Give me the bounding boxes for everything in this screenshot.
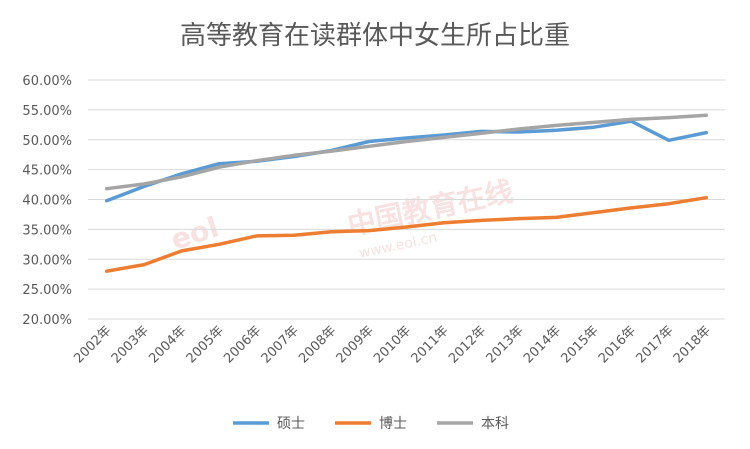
y-tick-label: 40.00% — [22, 194, 72, 209]
x-tick-label: 2013年 — [484, 323, 527, 366]
y-tick-label: 55.00% — [22, 104, 72, 119]
series-line — [104, 119, 709, 203]
legend-label: 博士 — [379, 415, 407, 432]
watermark: eol 中国教育在线 www.eol.cn — [167, 175, 516, 262]
y-tick-label: 20.00% — [22, 313, 72, 328]
x-tick-label: 2004年 — [146, 323, 189, 366]
x-axis-ticks: 2002年2003年2004年2005年2006年2007年2008年2009年… — [71, 323, 714, 366]
y-tick-label: 60.00% — [22, 74, 72, 89]
series-lines — [104, 113, 709, 273]
x-tick-label: 2014年 — [521, 323, 564, 366]
chart-title: 高等教育在读群体中女生所占比重 — [180, 21, 570, 51]
x-tick-label: 2003年 — [109, 323, 152, 366]
x-tick-label: 2018年 — [671, 323, 714, 366]
legend: 硕士 博士 本科 — [233, 415, 509, 432]
x-tick-label: 2005年 — [184, 323, 227, 366]
y-tick-label: 50.00% — [22, 134, 72, 149]
x-tick-label: 2016年 — [596, 323, 639, 366]
y-tick-label: 30.00% — [22, 253, 72, 268]
legend-label: 本科 — [481, 416, 509, 432]
y-tick-label: 25.00% — [22, 283, 72, 298]
x-tick-label: 2017年 — [633, 323, 676, 366]
x-tick-label: 2011年 — [409, 323, 452, 366]
x-tick-label: 2006年 — [221, 323, 264, 366]
x-tick-label: 2002年 — [71, 323, 114, 366]
x-tick-label: 2012年 — [446, 323, 489, 366]
x-tick-label: 2015年 — [558, 323, 601, 366]
y-axis-ticks: 20.00% 25.00% 30.00% 35.00% 40.00% 45.00% 50.0… — [22, 74, 72, 328]
y-tick-label: 45.00% — [22, 164, 72, 179]
x-tick-label: 2010年 — [371, 323, 414, 366]
x-tick-label: 2009年 — [334, 323, 377, 366]
legend-label: 硕士 — [277, 416, 305, 432]
series-line — [104, 113, 709, 191]
y-tick-label: 35.00% — [22, 223, 72, 238]
series-line — [104, 195, 709, 273]
gridlines — [88, 79, 725, 320]
x-tick-label: 2008年 — [296, 323, 339, 366]
x-tick-label: 2007年 — [259, 323, 302, 366]
